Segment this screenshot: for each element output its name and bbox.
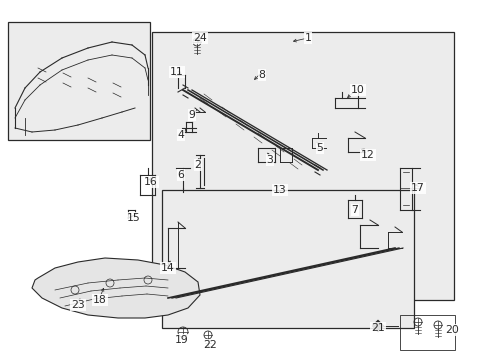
Text: 1: 1 <box>304 33 311 43</box>
Text: 16: 16 <box>144 177 158 187</box>
Text: 5: 5 <box>316 143 323 153</box>
Bar <box>152 32 453 300</box>
Text: 22: 22 <box>203 340 217 350</box>
Text: 18: 18 <box>93 295 107 305</box>
Text: 9: 9 <box>188 110 195 120</box>
Text: 12: 12 <box>360 150 374 160</box>
Bar <box>399 315 454 350</box>
Text: 4: 4 <box>177 130 184 140</box>
Text: 8: 8 <box>258 70 265 80</box>
Text: 2: 2 <box>194 160 201 170</box>
Text: 7: 7 <box>351 205 358 215</box>
Text: 24: 24 <box>193 33 206 43</box>
Text: 10: 10 <box>350 85 364 95</box>
Text: 3: 3 <box>266 155 273 165</box>
Text: 21: 21 <box>370 323 384 333</box>
Bar <box>162 190 413 328</box>
Bar <box>8 22 150 140</box>
Text: 19: 19 <box>175 335 188 345</box>
Polygon shape <box>32 258 200 318</box>
Polygon shape <box>371 320 383 332</box>
Text: 17: 17 <box>410 183 424 193</box>
Text: 13: 13 <box>273 185 286 195</box>
Text: 23: 23 <box>71 300 85 310</box>
Text: 6: 6 <box>177 170 184 180</box>
Text: 11: 11 <box>170 67 183 77</box>
Text: 20: 20 <box>444 325 458 335</box>
Text: 14: 14 <box>161 263 175 273</box>
Text: 15: 15 <box>127 213 141 223</box>
